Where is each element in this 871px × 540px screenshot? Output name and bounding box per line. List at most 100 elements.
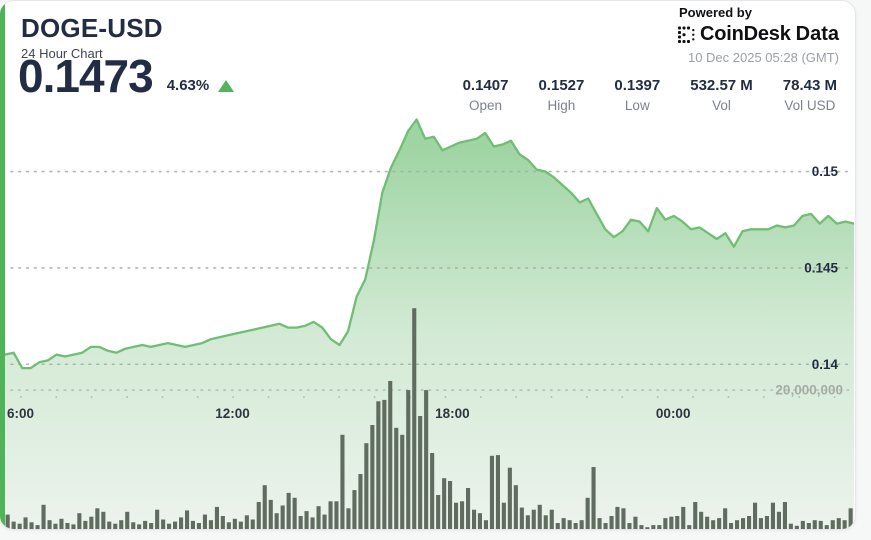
stat-vol-value: 532.57 M <box>690 77 753 94</box>
volume-bar <box>137 524 142 529</box>
volume-bar <box>196 523 201 529</box>
volume-bar <box>836 518 841 529</box>
chart-timestamp: 10 Dec 2025 05:28 (GMT) <box>687 50 839 65</box>
volume-bar <box>107 521 112 529</box>
volume-bar <box>448 481 453 529</box>
volume-bar <box>495 455 500 529</box>
volume-bar <box>125 511 130 529</box>
volume-bar <box>47 520 52 529</box>
price-axis-tick: 0.14 <box>812 357 839 372</box>
volume-bar <box>238 521 243 529</box>
volume-bar <box>699 511 704 529</box>
hour-tick-dot <box>90 396 93 398</box>
volume-axis-tick: 20,000,000 <box>775 383 843 398</box>
volume-bar <box>555 523 560 529</box>
stat-open-value: 0.1407 <box>462 77 509 94</box>
volume-bar <box>244 515 249 529</box>
volume-bar <box>214 506 219 529</box>
volume-bar <box>53 523 58 529</box>
hour-tick-dot <box>126 396 128 398</box>
hour-tick-dot <box>515 396 518 398</box>
current-price: 0.1473 <box>18 50 154 102</box>
volume-bar <box>161 519 166 529</box>
hour-tick-dot <box>621 396 624 398</box>
hour-tick-dot <box>444 396 447 398</box>
volume-bar <box>424 390 429 529</box>
price-axis-tick: 0.15 <box>812 164 839 179</box>
volume-bar <box>35 525 40 529</box>
volume-bar <box>794 525 799 529</box>
volume-bar <box>190 520 195 529</box>
volume-bar <box>334 501 339 529</box>
volume-bar <box>489 455 494 529</box>
volume-bar <box>131 522 136 529</box>
volume-bar <box>436 495 441 529</box>
chart-card: DOGE-USD 24 Hour Chart 0.1473 4.63% Powe… <box>0 0 856 530</box>
volume-bar <box>788 523 793 529</box>
stat-high: 0.1527 High <box>538 77 584 113</box>
volume-bar <box>11 521 16 529</box>
stat-vol: 532.57 M Vol <box>690 77 753 113</box>
brand-data-label: Data <box>795 23 839 45</box>
volume-bar <box>693 502 698 529</box>
hour-tick-dot <box>196 396 199 398</box>
hour-tick-dot <box>692 396 694 398</box>
volume-bar <box>621 508 626 529</box>
volume-bar <box>304 511 309 529</box>
volume-bar <box>770 502 775 529</box>
volume-bar <box>753 502 758 529</box>
price-volume-chart[interactable]: 0.15 0.145 0.14 20,000,000 6:00 12:00 18:00 00:… <box>5 106 854 530</box>
hour-tick-dot <box>338 396 341 398</box>
hour-tick-dot <box>161 396 164 398</box>
volume-bar <box>543 515 548 529</box>
volume-bar <box>71 524 76 529</box>
volume-bar <box>507 467 512 529</box>
volume-bar <box>41 504 46 529</box>
volume-bar <box>292 497 297 529</box>
volume-bar <box>83 520 88 529</box>
volume-bar <box>705 516 710 529</box>
volume-bar <box>513 485 518 529</box>
volume-bar <box>764 516 769 529</box>
volume-bar <box>501 502 506 529</box>
volume-bar <box>250 519 255 529</box>
volume-bar <box>442 478 447 529</box>
volume-bar <box>358 474 363 529</box>
volume-bar <box>256 502 261 529</box>
hour-tick-dot <box>798 396 801 398</box>
volume-bar <box>687 525 692 529</box>
volume-bar <box>274 513 279 529</box>
volume-bar <box>17 523 22 529</box>
stat-low-label: Low <box>624 98 650 113</box>
volume-bar <box>346 508 351 529</box>
hour-tick-dot <box>232 396 235 398</box>
up-triangle-icon <box>218 79 235 92</box>
volume-bar <box>651 525 656 529</box>
volume-bar <box>89 516 94 529</box>
volume-bar <box>454 502 459 529</box>
coindesk-brand[interactable]: CoinDesk Data <box>677 23 839 46</box>
volume-bar <box>717 518 722 529</box>
hour-tick-dot <box>656 396 659 398</box>
hour-tick-dot <box>727 396 730 398</box>
volume-bar <box>113 523 118 529</box>
volume-bar <box>830 520 835 529</box>
volume-bar <box>675 516 680 529</box>
volume-bar <box>340 434 345 529</box>
powered-by-label: Powered by <box>678 5 752 20</box>
volume-bar <box>460 501 465 529</box>
volume-bar <box>208 520 213 529</box>
volume-bar <box>573 523 578 529</box>
volume-bar <box>669 516 674 529</box>
hour-tick-dot <box>55 396 58 398</box>
chart-subtitle: 24 Hour Chart <box>21 46 103 61</box>
volume-bar <box>663 518 668 529</box>
volume-bar <box>328 501 333 529</box>
x-axis-tick: 12:00 <box>215 406 250 421</box>
volume-bar <box>280 505 285 529</box>
symbol-title: DOGE-USD <box>21 13 163 43</box>
volume-bar <box>268 499 273 529</box>
volume-bar <box>627 523 632 529</box>
volume-bar <box>370 425 375 529</box>
volume-bar <box>579 520 584 529</box>
